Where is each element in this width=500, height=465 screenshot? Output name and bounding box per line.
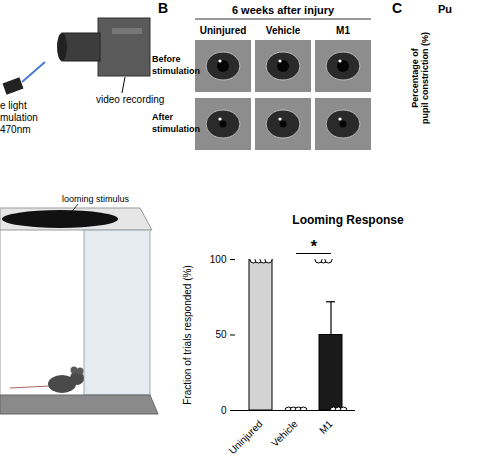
html-text:Looming Response: Looming Response: [292, 213, 404, 227]
html-text:Percentage of pupil constricti: Percentage of pupil constriction (%): [409, 32, 430, 124]
html-text:Vehicle: Vehicle: [265, 25, 301, 36]
html-text:stimulation: stimulation: [152, 66, 200, 76]
html-text:Before: Before: [152, 54, 181, 64]
html-text:e light: e light: [0, 100, 27, 111]
svg-text:0: 0: [221, 405, 227, 416]
html-text:C: C: [392, 0, 403, 16]
svg-text:Uninjured: Uninjured: [227, 418, 265, 456]
html-text:video recording: video recording: [96, 94, 165, 105]
svg-text:50: 50: [215, 329, 227, 340]
html-text:470nm: 470nm: [0, 124, 31, 135]
svg-text:*: *: [311, 238, 318, 255]
svg-text:M1: M1: [317, 418, 335, 436]
svg-text:Vehicle: Vehicle: [269, 418, 300, 449]
html-text:M1: M1: [336, 25, 350, 36]
html-text:Pu: Pu: [438, 3, 453, 15]
html-text:B: B: [158, 0, 169, 16]
html-text:6 weeks after injury: 6 weeks after injury: [231, 4, 335, 16]
html-text:After: After: [152, 112, 173, 122]
svg-text:100: 100: [210, 254, 227, 265]
svg-text:Fraction of trials responded (: Fraction of trials responded (%): [182, 265, 193, 405]
html-text:stimulation: stimulation: [152, 124, 200, 134]
html-text:Uninjured: Uninjured: [199, 25, 247, 36]
html-text:looming stimulus: looming stimulus: [62, 194, 129, 204]
html-text:mulation: mulation: [0, 112, 38, 123]
